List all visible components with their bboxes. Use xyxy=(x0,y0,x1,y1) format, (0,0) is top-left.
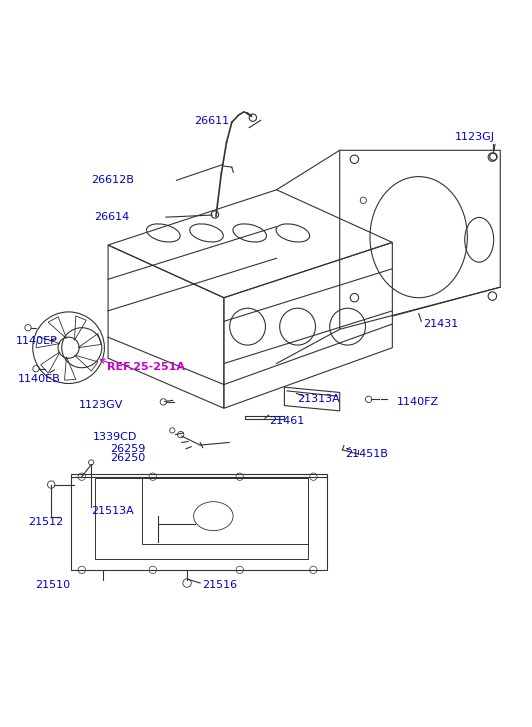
Text: 21461: 21461 xyxy=(269,417,304,427)
Text: 26611: 26611 xyxy=(194,116,229,126)
Text: 26259: 26259 xyxy=(111,444,146,454)
Text: 26250: 26250 xyxy=(110,453,145,463)
Text: 26614: 26614 xyxy=(94,212,129,222)
Text: 21431: 21431 xyxy=(423,319,458,329)
Text: 1140EP: 1140EP xyxy=(16,336,58,346)
Text: 21451B: 21451B xyxy=(345,449,388,459)
Text: 21512: 21512 xyxy=(28,518,63,528)
Text: 21513A: 21513A xyxy=(91,506,134,516)
Text: 1123GJ: 1123GJ xyxy=(454,132,494,142)
Text: 1339CD: 1339CD xyxy=(93,433,137,442)
Text: 21510: 21510 xyxy=(35,579,70,590)
Text: 21516: 21516 xyxy=(202,579,237,590)
Text: 1123GV: 1123GV xyxy=(78,400,123,409)
Text: 26612B: 26612B xyxy=(92,175,135,185)
Text: 21313A: 21313A xyxy=(297,394,340,403)
Text: 1140FZ: 1140FZ xyxy=(396,397,439,407)
Text: 1140EB: 1140EB xyxy=(18,374,60,385)
Text: REF.25-251A: REF.25-251A xyxy=(107,362,185,372)
